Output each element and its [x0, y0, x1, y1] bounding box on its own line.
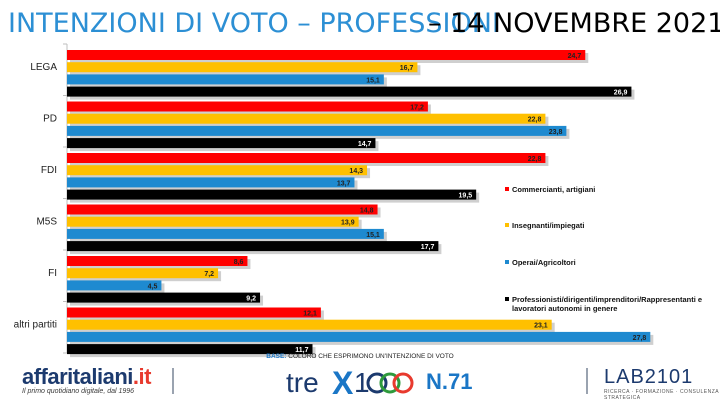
bar: [67, 177, 355, 188]
category-label: M5S: [36, 217, 57, 228]
data-label: 13,7: [337, 180, 351, 187]
logo-tagline: Il primo quotidiano digitale, dal 1996: [22, 388, 135, 395]
bar: [67, 216, 359, 227]
legend-label: Professionisti/dirigenti/imprenditori/Ra…: [512, 295, 703, 313]
bar: [67, 153, 546, 163]
data-label: 26,9: [614, 90, 628, 97]
legend-item: Commercianti, artigiani: [505, 185, 712, 194]
bar: [67, 125, 567, 136]
legend-label: Insegnanti/impiegati: [512, 221, 585, 230]
legend-label: Commercianti, artigiani: [512, 185, 596, 194]
data-label: 13,9: [341, 220, 355, 227]
bar: [67, 241, 439, 252]
bar: [67, 331, 651, 342]
data-label: 27,8: [633, 335, 647, 342]
data-label: 15,1: [366, 232, 380, 239]
category-label: altri partiti: [14, 320, 57, 331]
data-label: 22,8: [528, 156, 542, 163]
data-label: 23,1: [534, 323, 548, 330]
data-label: 4,5: [148, 283, 158, 290]
data-label: 22,8: [528, 117, 542, 124]
bar: [67, 280, 162, 291]
base-label: BASE:: [266, 353, 287, 360]
category-label: FDI: [41, 165, 57, 176]
title-date: – 14 NOVEMBRE 2021: [428, 8, 720, 39]
lab2101-logo: LAB2101 RICERCA · FORMAZIONE · CONSULENZ…: [604, 366, 720, 401]
data-label: 17,7: [421, 244, 435, 251]
issue-number: N.71: [426, 369, 473, 394]
data-label: 8,6: [234, 259, 244, 266]
base-text: COLORO CHE ESPRIMONO UN'INTENZIONE DI VO…: [288, 353, 454, 360]
bar: [67, 319, 552, 330]
title-main: INTENZIONI DI VOTO – PROFESSIONI: [8, 8, 500, 39]
data-label: 23,8: [549, 129, 563, 136]
trex-x: X: [332, 366, 354, 400]
logo-tld: .it: [132, 364, 152, 389]
legend-swatch: [505, 297, 509, 301]
data-label: 14,7: [358, 141, 372, 148]
logo-name: affaritaliani: [22, 364, 133, 389]
data-label: 12,1: [303, 311, 317, 318]
bar: [67, 292, 261, 303]
bar: [67, 74, 384, 85]
data-label: 15,1: [366, 77, 380, 84]
bar: [67, 165, 368, 176]
bar: [67, 62, 418, 73]
base-note: BASE: COLORO CHE ESPRIMONO UN'INTENZIONE…: [0, 353, 720, 360]
bar: [67, 113, 546, 124]
title-svg: INTENZIONI DI VOTO – PROFESSIONI – 14 NO…: [8, 8, 720, 39]
data-label: 19,5: [459, 193, 473, 200]
lab2101-name: LAB2101: [604, 366, 694, 388]
legend-swatch: [505, 187, 509, 191]
chart-title: INTENZIONI DI VOTO – PROFESSIONI – 14 NO…: [0, 2, 720, 40]
legend-item: Insegnanti/impiegati: [505, 221, 712, 230]
separator: [586, 368, 588, 394]
trex-circles: [366, 372, 414, 394]
data-label: 17,2: [410, 105, 424, 112]
data-label: 9,2: [246, 296, 256, 303]
category-label: LEGA: [30, 62, 57, 73]
bar: [67, 86, 632, 97]
lab2101-tagline: RICERCA · FORMAZIONE · CONSULENZA STRATE…: [604, 389, 719, 401]
bar: [67, 204, 378, 215]
trex-one: 1: [354, 367, 370, 398]
bar: [67, 268, 219, 279]
legend-swatch: [505, 260, 509, 264]
trex-logo-svg: tre X 1: [286, 365, 414, 401]
bar: [67, 101, 428, 112]
legend-item: Operai/Agricoltori: [505, 258, 712, 267]
trex1000-logo: tre X 1 N.71: [286, 365, 472, 405]
data-label: 11,7: [295, 347, 308, 354]
legend-item: Professionisti/dirigenti/imprenditori/Ra…: [505, 295, 712, 313]
bar: [67, 189, 477, 200]
bar: [67, 307, 321, 318]
legend-swatch: [505, 223, 509, 227]
data-label: 14,8: [360, 208, 374, 215]
legend-label: Operai/Agricoltori: [512, 258, 576, 267]
category-label: PD: [43, 114, 57, 125]
separator: [172, 368, 174, 394]
bar: [67, 138, 376, 149]
data-label: 7,2: [204, 271, 214, 278]
data-label: 16,7: [400, 65, 414, 72]
bar: [67, 344, 313, 355]
data-label: 14,3: [349, 168, 363, 175]
bar: [67, 50, 586, 60]
category-label: FI: [48, 268, 57, 279]
trex-text: tre: [286, 367, 319, 398]
data-label: 24,7: [568, 53, 582, 60]
bar: [67, 228, 384, 239]
bar: [67, 256, 248, 266]
affaritaliani-logo: affaritaliani.it Il primo quotidiano dig…: [22, 364, 151, 395]
